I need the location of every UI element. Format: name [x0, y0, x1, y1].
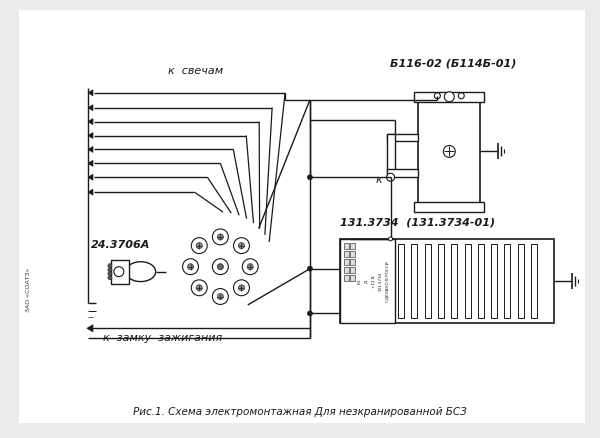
Circle shape	[108, 276, 112, 280]
Bar	[386, 170, 418, 178]
Circle shape	[217, 264, 223, 270]
Circle shape	[307, 175, 313, 180]
Ellipse shape	[126, 262, 155, 282]
Circle shape	[212, 230, 229, 245]
Polygon shape	[88, 190, 93, 196]
Circle shape	[217, 234, 223, 240]
Circle shape	[166, 212, 275, 321]
Text: ЗАО «СОАТЗ»: ЗАО «СОАТЗ»	[26, 267, 31, 311]
Text: 24.3706А: 24.3706А	[91, 239, 151, 249]
Circle shape	[434, 94, 440, 99]
Circle shape	[238, 285, 244, 291]
Circle shape	[443, 146, 455, 158]
Bar	[350, 243, 355, 249]
Text: КЗ: КЗ	[358, 278, 362, 284]
Circle shape	[238, 243, 244, 249]
Circle shape	[108, 272, 112, 276]
Circle shape	[212, 259, 229, 275]
Bar	[344, 267, 349, 273]
Bar	[386, 134, 418, 142]
Text: 131.3734: 131.3734	[379, 272, 383, 290]
Bar	[344, 243, 349, 249]
Text: к  замку  зажигания: к замку зажигания	[103, 332, 222, 343]
Circle shape	[191, 280, 207, 296]
Text: Рис.1. Схема электромонтажная Для незкранированной БСЗ: Рис.1. Схема электромонтажная Для незкра…	[133, 406, 467, 416]
Circle shape	[307, 267, 313, 272]
Circle shape	[217, 294, 223, 300]
Bar	[425, 244, 431, 318]
Circle shape	[196, 243, 202, 249]
Circle shape	[247, 264, 253, 270]
Circle shape	[242, 259, 258, 275]
Bar	[531, 244, 537, 318]
Bar	[518, 244, 524, 318]
Bar	[451, 244, 457, 318]
Text: 131.3734  (131.3734-01): 131.3734 (131.3734-01)	[340, 217, 495, 227]
Circle shape	[389, 237, 392, 241]
Circle shape	[445, 92, 454, 102]
Polygon shape	[87, 325, 93, 332]
Bar	[111, 260, 129, 284]
Circle shape	[386, 174, 395, 182]
Circle shape	[188, 264, 193, 270]
Circle shape	[458, 94, 464, 99]
Bar	[340, 239, 395, 324]
Polygon shape	[88, 147, 93, 153]
Polygon shape	[88, 106, 93, 111]
Circle shape	[191, 238, 207, 254]
Text: Б116-02 (Б114Б-01): Б116-02 (Б114Б-01)	[389, 59, 516, 69]
Circle shape	[233, 280, 250, 296]
Bar	[350, 259, 355, 265]
Bar	[344, 251, 349, 257]
Bar	[350, 251, 355, 257]
Polygon shape	[88, 133, 93, 139]
Circle shape	[182, 259, 199, 275]
Bar	[415, 92, 484, 102]
Circle shape	[114, 267, 124, 277]
Bar	[415, 203, 484, 212]
Bar	[386, 134, 395, 174]
Bar	[350, 267, 355, 273]
Text: Д: Д	[365, 279, 368, 283]
Circle shape	[212, 289, 229, 305]
Polygon shape	[88, 161, 93, 167]
Bar	[344, 275, 349, 281]
Bar	[350, 275, 355, 281]
Polygon shape	[88, 91, 93, 96]
Bar	[418, 101, 480, 205]
Text: к: к	[376, 175, 383, 185]
Text: +12 В: +12 В	[371, 275, 376, 287]
Circle shape	[233, 238, 250, 254]
Bar	[505, 244, 511, 318]
Bar	[478, 244, 484, 318]
Polygon shape	[88, 175, 93, 181]
Polygon shape	[88, 120, 93, 125]
Bar	[464, 244, 470, 318]
Circle shape	[108, 268, 112, 272]
Circle shape	[196, 285, 202, 291]
Bar	[340, 239, 554, 324]
Circle shape	[307, 311, 313, 316]
Text: СДЕЛАНО В РОССИ: СДЕЛАНО В РОССИ	[386, 261, 389, 301]
Bar	[438, 244, 444, 318]
Bar	[412, 244, 418, 318]
Circle shape	[108, 264, 112, 268]
Text: к  свечам: к свечам	[168, 66, 223, 76]
Bar	[398, 244, 404, 318]
Bar	[344, 259, 349, 265]
Bar	[491, 244, 497, 318]
